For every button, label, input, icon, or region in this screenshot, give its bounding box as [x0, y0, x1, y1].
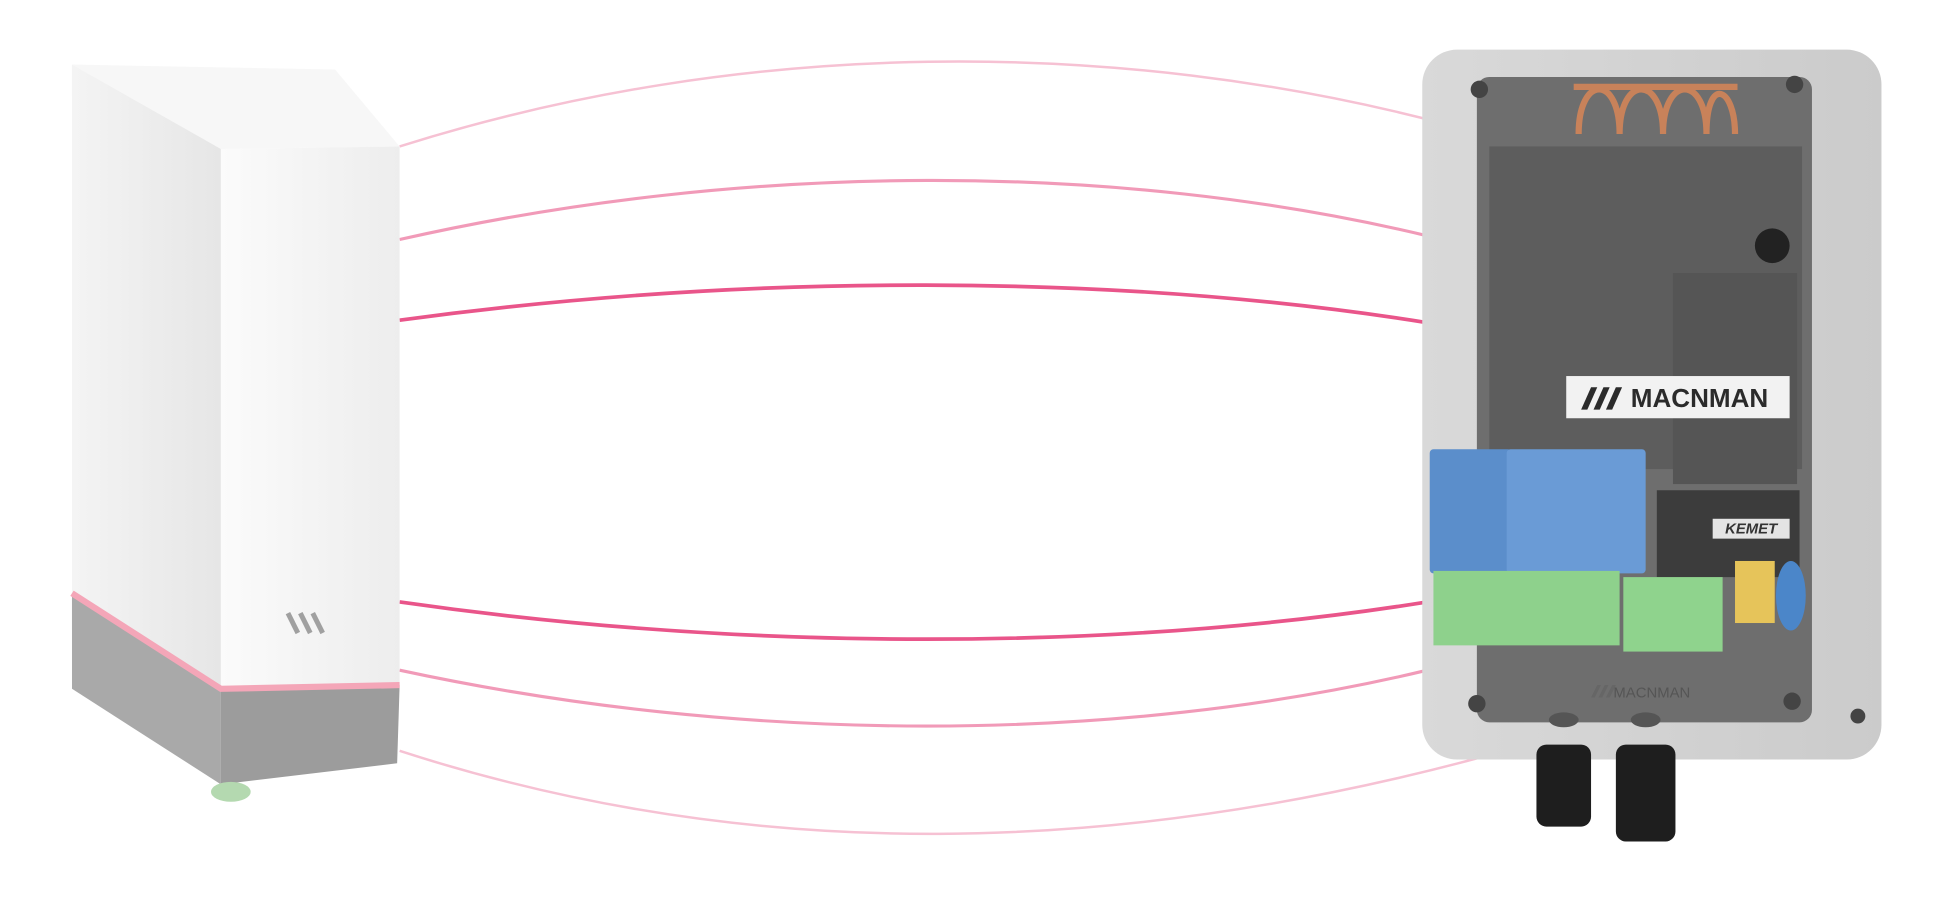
- gland-hole: [1630, 712, 1661, 728]
- device-side: [71, 64, 221, 689]
- signal-waves: [399, 60, 1527, 836]
- wave: [399, 743, 1527, 836]
- sensor-device: [70, 64, 400, 802]
- terminal-block: [1623, 577, 1723, 652]
- component-brand: KEMET: [1725, 522, 1779, 538]
- capacitor-box: [1735, 560, 1775, 624]
- wave: [399, 668, 1428, 728]
- device-connector: [210, 781, 251, 802]
- logo-text: MACNMAN: [1631, 383, 1768, 413]
- device-top: [71, 64, 400, 149]
- footer-logo-text: MACNMAN: [1613, 685, 1690, 701]
- wave: [399, 283, 1428, 325]
- wave: [399, 60, 1447, 148]
- device-base-side: [71, 593, 221, 785]
- component-label: [1712, 518, 1790, 539]
- device-front: [220, 146, 400, 689]
- footer-logo-mark: [1591, 685, 1616, 698]
- controller-enclosure: MACNMAN KEMET MACNMAN: [1422, 49, 1882, 842]
- relay: [1429, 449, 1512, 574]
- varistor: [1775, 560, 1806, 631]
- cable-gland: [1536, 744, 1592, 827]
- device-led-strip: [70, 590, 400, 692]
- gland-hole: [1548, 712, 1579, 728]
- cable-gland: [1615, 744, 1676, 842]
- device-base-front: [220, 685, 400, 785]
- wave: [399, 600, 1428, 641]
- terminal-block: [1433, 570, 1620, 646]
- logo-plate-mark: [1581, 387, 1623, 410]
- relay: [1506, 449, 1646, 574]
- capacitor: [1754, 228, 1790, 264]
- screw-holes: [1468, 75, 1866, 724]
- device-logo-mark: [285, 611, 325, 635]
- copper-coil: [1573, 83, 1739, 135]
- wave: [399, 178, 1428, 242]
